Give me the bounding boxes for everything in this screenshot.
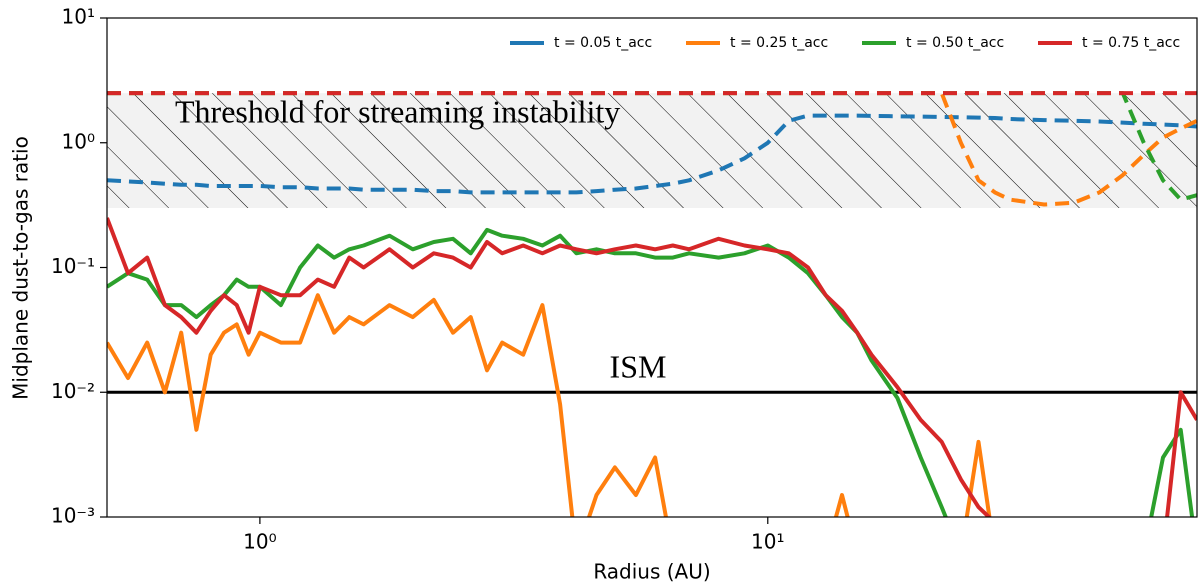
x-axis-label: Radius (AU) bbox=[593, 560, 710, 584]
ism-label: ISM bbox=[610, 349, 667, 385]
x-tick-label: 10⁰ bbox=[243, 530, 276, 554]
y-tick-label: 10⁻³ bbox=[51, 504, 95, 528]
line bbox=[107, 217, 1197, 517]
y-tick-label: 10⁰ bbox=[62, 129, 95, 153]
legend-label: t = 0.50 t_acc bbox=[906, 35, 1004, 51]
y-tick-label: 10¹ bbox=[62, 5, 95, 29]
x-tick-label: 10¹ bbox=[751, 530, 784, 554]
plot-area bbox=[107, 91, 1197, 517]
legend-label: t = 0.75 t_acc bbox=[1082, 35, 1180, 51]
line bbox=[107, 293, 992, 517]
legend-label: t = 0.05 t_acc bbox=[554, 35, 652, 51]
y-tick-label: 10⁻¹ bbox=[51, 254, 95, 278]
y-axis-label: Midplane dust-to-gas ratio bbox=[9, 136, 33, 400]
legend-label: t = 0.25 t_acc bbox=[730, 35, 828, 51]
threshold-label: Threshold for streaming instability bbox=[175, 93, 620, 129]
y-tick-label: 10⁻² bbox=[51, 379, 95, 403]
